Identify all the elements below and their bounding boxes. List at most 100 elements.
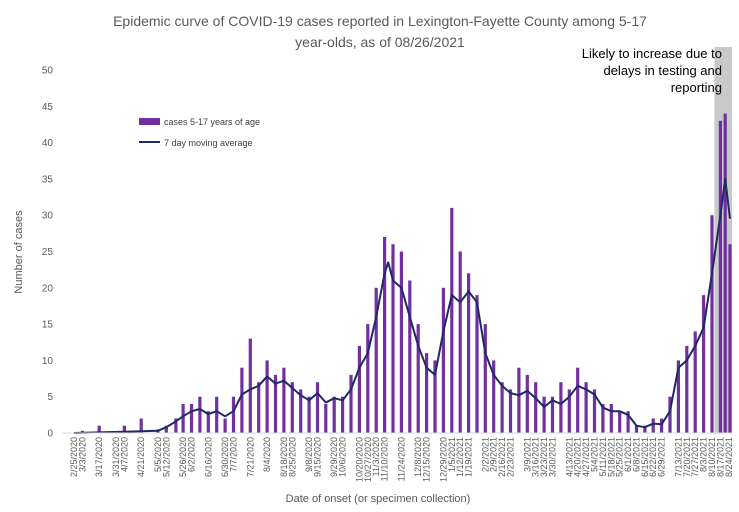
case-bar: [542, 396, 546, 433]
x-tick-label: 12/8/2020: [413, 437, 423, 477]
y-axis-label: Number of cases: [13, 210, 25, 294]
case-bar: [508, 389, 513, 433]
x-tick-label: 2/16/2021: [497, 437, 507, 477]
case-bar: [500, 382, 504, 433]
y-tick-label: 35: [42, 174, 54, 185]
chart-title-line-2: year-olds, as of 08/26/2021: [295, 34, 465, 50]
case-bar: [391, 244, 395, 433]
x-tick-label: 9/8/2020: [304, 437, 314, 472]
x-tick-label: 5/25/2021: [615, 437, 625, 477]
x-tick-label: 4/7/2020: [119, 437, 129, 472]
x-tick-label: 6/30/2020: [220, 437, 230, 477]
x-tick-label: 7/20/2021: [682, 437, 692, 477]
x-tick-label: 12/29/2020: [438, 437, 448, 482]
case-bar: [366, 324, 370, 433]
case-bar: [206, 411, 210, 433]
x-tick-label: 8/4/2020: [262, 437, 272, 472]
x-tick-label: 6/15/2021: [640, 437, 650, 477]
x-tick-label: 7/21/2020: [245, 437, 255, 477]
legend: cases 5-17 years of age 7 day moving ave…: [139, 117, 260, 148]
x-tick-label: 7/13/2021: [673, 437, 683, 477]
case-bar: [723, 113, 727, 433]
case-bar: [299, 389, 303, 433]
x-tick-label: 3/16/2021: [531, 437, 541, 477]
case-bar: [231, 396, 236, 433]
case-bar: [728, 244, 732, 433]
case-bar: [399, 251, 403, 433]
case-bar: [693, 331, 697, 433]
x-tick-label: 11/10/2020: [380, 437, 390, 481]
moving-average-line: [73, 177, 731, 434]
legend-label-cases: cases 5-17 years of age: [164, 117, 260, 127]
case-bar: [257, 382, 261, 433]
case-bar: [341, 396, 345, 433]
x-tick-label: 5/26/2020: [178, 437, 188, 477]
annotation-line-2: delays in testing and: [603, 63, 722, 78]
x-tick-label: 6/22/2021: [648, 437, 658, 477]
case-bar: [164, 425, 168, 433]
case-bar: [534, 382, 538, 433]
x-tick-label: 4/21/2020: [136, 437, 146, 477]
case-bar: [567, 389, 571, 433]
legend-label-moving-average: 7 day moving average: [164, 138, 253, 148]
case-bar: [601, 404, 605, 433]
case-bar: [223, 418, 227, 433]
case-bar: [332, 396, 336, 433]
y-tick-label: 15: [42, 320, 54, 331]
x-tick-label: 10/6/2020: [338, 437, 348, 477]
y-tick-label: 30: [42, 211, 54, 222]
case-bar: [609, 404, 613, 433]
y-tick-label: 25: [42, 247, 54, 258]
case-bar: [273, 374, 278, 433]
case-bar: [374, 287, 378, 433]
case-bar: [349, 374, 353, 433]
x-tick-label: 3/23/2021: [539, 437, 549, 477]
x-tick-label: 4/13/2021: [564, 437, 574, 477]
case-bar: [643, 425, 647, 433]
case-bar: [425, 353, 429, 433]
case-bar: [550, 396, 555, 433]
x-tick-label: 3/30/2021: [548, 437, 558, 477]
case-bar: [383, 237, 387, 433]
x-tick-label: 9/15/2020: [313, 437, 323, 477]
y-tick-label: 50: [42, 66, 54, 77]
case-bar: [559, 382, 563, 433]
x-tick-label: 5/4/2021: [590, 437, 600, 472]
case-bar: [592, 389, 597, 433]
x-tick-label: 5/12/2020: [161, 437, 171, 477]
case-bar: [718, 120, 722, 434]
x-tick-label: 5/5/2020: [153, 437, 163, 472]
x-tick-label: 4/27/2021: [581, 437, 591, 477]
legend-swatch-cases: [139, 118, 160, 125]
chart-title-line-1: Epidemic curve of COVID-19 cases reporte…: [113, 13, 647, 29]
case-bar: [433, 360, 437, 433]
case-bar: [634, 425, 639, 433]
case-bar: [408, 280, 412, 433]
case-bar: [685, 345, 689, 433]
x-tick-label: 6/16/2020: [203, 437, 213, 477]
x-tick-label: 10/20/2020: [354, 437, 364, 482]
x-tick-label: 9/29/2020: [329, 437, 339, 477]
x-tick-label: 12/15/2020: [422, 437, 432, 482]
x-tick-label: 3/17/2020: [94, 437, 104, 477]
case-bar: [525, 374, 529, 433]
x-tick-label: 2/23/2021: [506, 437, 516, 477]
case-bar: [710, 215, 714, 433]
x-tick-label: 8/25/2020: [287, 437, 297, 477]
case-bar: [357, 345, 361, 433]
case-bar: [626, 411, 630, 433]
x-tick-label: 5/11/2021: [598, 437, 608, 476]
y-tick-label: 10: [42, 356, 54, 367]
case-bar: [441, 287, 445, 433]
case-bar: [122, 425, 126, 433]
x-tick-label: 3/3/2020: [77, 437, 87, 472]
y-tick-label: 40: [42, 138, 54, 149]
x-tick-label: 8/17/2021: [715, 437, 725, 477]
x-tick-label: 1/5/2021: [447, 437, 457, 472]
case-bar: [215, 396, 219, 433]
case-bar: [189, 404, 194, 433]
case-bar: [139, 418, 143, 433]
case-bar: [584, 382, 588, 433]
case-bar: [282, 367, 286, 433]
